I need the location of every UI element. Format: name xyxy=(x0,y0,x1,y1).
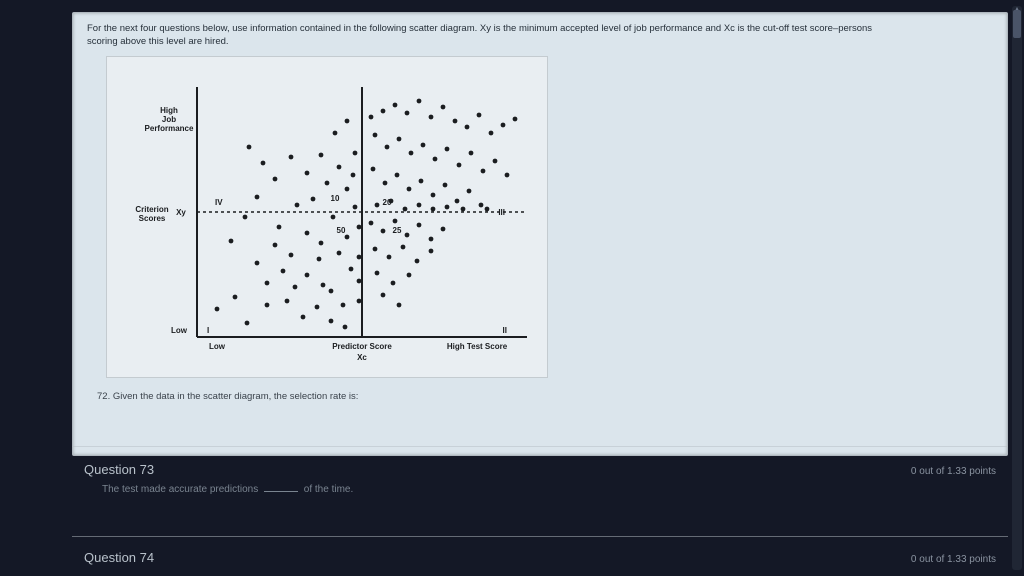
scroll-track[interactable] xyxy=(1012,6,1022,570)
question-73-body: The test made accurate predictions of th… xyxy=(72,477,1008,495)
svg-text:10: 10 xyxy=(331,194,340,203)
question-74-points: 0 out of 1.33 points xyxy=(911,554,996,565)
svg-text:Performance: Performance xyxy=(145,124,194,133)
svg-text:II: II xyxy=(503,326,507,335)
svg-text:High Test Score: High Test Score xyxy=(447,342,508,351)
svg-text:High: High xyxy=(160,106,178,115)
svg-text:Scores: Scores xyxy=(139,214,166,223)
svg-text:Job: Job xyxy=(162,115,176,124)
svg-text:Predictor Score: Predictor Score xyxy=(332,342,392,351)
scroll-thumb[interactable] xyxy=(1013,10,1021,38)
svg-text:50: 50 xyxy=(337,226,346,235)
instructions-line-2: scoring above this level are hired. xyxy=(87,36,229,47)
question-73-header: Question 73 0 out of 1.33 points xyxy=(72,462,1008,477)
question-card: For the next four questions below, use i… xyxy=(72,12,1008,456)
question-74: Question 74 0 out of 1.33 points xyxy=(72,550,1008,565)
svg-text:Xc: Xc xyxy=(357,353,367,362)
divider xyxy=(72,446,1008,447)
question-73-points: 0 out of 1.33 points xyxy=(911,466,996,477)
scatter-svg: HighJobPerformance CriterionScores Xy Low Lo… xyxy=(107,57,547,377)
question-74-header: Question 74 0 out of 1.33 points xyxy=(72,550,1008,565)
screen: For the next four questions below, use i… xyxy=(0,0,1024,576)
svg-text:Xy: Xy xyxy=(176,208,186,217)
svg-text:20: 20 xyxy=(383,198,392,207)
svg-text:Criterion: Criterion xyxy=(135,205,168,214)
svg-text:Low: Low xyxy=(209,342,226,351)
scatter-diagram: HighJobPerformance CriterionScores Xy Low Lo… xyxy=(107,57,547,377)
blank-fill[interactable] xyxy=(264,483,298,492)
svg-text:25: 25 xyxy=(393,226,402,235)
divider xyxy=(72,536,1008,537)
q73-body-post: of the time. xyxy=(304,484,353,495)
scrollbar[interactable]: ▴ xyxy=(1012,6,1022,570)
question-72-text: 72. Given the data in the scatter diagra… xyxy=(97,391,993,402)
instructions-line-1: For the next four questions below, use i… xyxy=(87,23,872,34)
instructions: For the next four questions below, use i… xyxy=(87,23,947,49)
svg-text:III: III xyxy=(498,208,505,217)
svg-text:Low: Low xyxy=(171,326,188,335)
question-73-title: Question 73 xyxy=(84,462,154,477)
question-73: Question 73 0 out of 1.33 points The tes… xyxy=(72,462,1008,495)
q73-body-pre: The test made accurate predictions xyxy=(102,484,258,495)
question-74-title: Question 74 xyxy=(84,550,154,565)
svg-text:IV: IV xyxy=(215,198,223,207)
svg-text:I: I xyxy=(207,326,209,335)
